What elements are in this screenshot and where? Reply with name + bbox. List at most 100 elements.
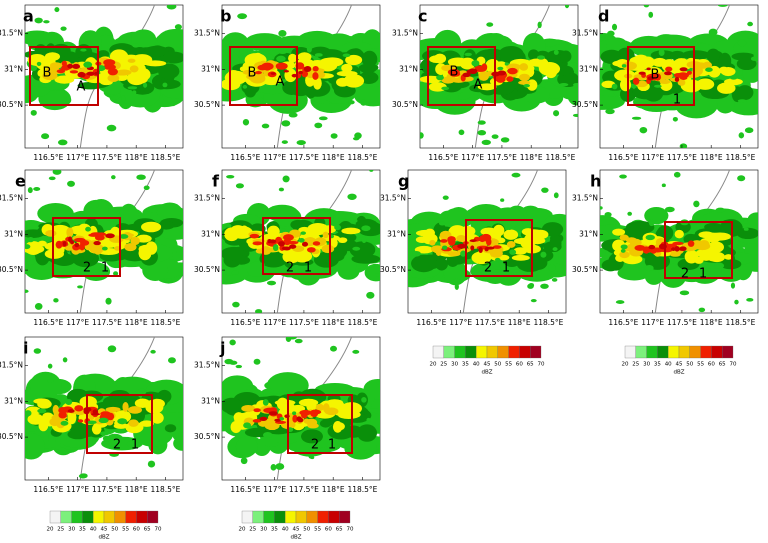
- echo-cell: [681, 50, 711, 60]
- echo-cell: [619, 234, 629, 241]
- x-tick-label: 118°E: [508, 318, 531, 327]
- echo-cell: [607, 30, 615, 37]
- echo-cell: [345, 54, 363, 66]
- echo-cell: [352, 349, 360, 354]
- echo-cell: [310, 409, 319, 418]
- echo-cell: [72, 63, 81, 69]
- echo-cell: [747, 212, 758, 228]
- echo-cell: [724, 254, 733, 260]
- echo-cell: [252, 419, 262, 423]
- echo-cell: [497, 39, 507, 44]
- echo-cell: [107, 345, 117, 353]
- echo-cell: [537, 21, 542, 29]
- panel-letter: f: [212, 172, 220, 191]
- echo-cell: [235, 183, 244, 189]
- echo-cell: [326, 399, 344, 406]
- echo-cell: [553, 192, 559, 199]
- echo-cell: [235, 436, 258, 457]
- x-tick-label: 117.5°E: [667, 153, 697, 162]
- echo-cell: [278, 49, 288, 55]
- echo-cell: [639, 126, 648, 134]
- box-label: 1: [304, 261, 312, 276]
- colorbar-swatch: [432, 345, 444, 359]
- echo-cell: [348, 100, 355, 105]
- box-label: 2: [113, 438, 121, 453]
- radar-echo: [222, 170, 380, 313]
- echo-cell: [518, 73, 530, 82]
- echo-cell: [513, 247, 528, 255]
- echo-cell: [638, 71, 646, 75]
- radar-echo: [600, 170, 758, 313]
- echo-cell: [447, 236, 456, 243]
- colorbar-swatch: [71, 510, 83, 524]
- colorbar-swatch: [624, 345, 636, 359]
- echo-cell: [162, 82, 168, 88]
- echo-cell: [144, 45, 169, 57]
- echo-cell: [237, 13, 248, 20]
- echo-cell: [29, 371, 62, 399]
- echo-cell: [253, 52, 263, 62]
- echo-cell: [62, 241, 67, 247]
- echo-cell: [306, 247, 316, 253]
- x-tick-label: 118°E: [700, 318, 723, 327]
- echo-cell: [429, 239, 436, 246]
- x-tick-label: 118.5°E: [533, 318, 563, 327]
- echo-cell: [475, 65, 484, 72]
- colorbar: 20 25 30 35 40 45 50 55 60 65 70 dBZ: [239, 510, 354, 541]
- echo-cell: [267, 238, 272, 244]
- echo-cell: [25, 244, 31, 250]
- echo-cell: [352, 246, 361, 251]
- echo-cell: [48, 176, 56, 181]
- x-tick-label: 117.5°E: [487, 153, 517, 162]
- x-tick-label: 118°E: [125, 485, 148, 494]
- echo-cell: [366, 417, 371, 423]
- colorbar-tick-label: 25: [632, 362, 639, 368]
- echo-cell: [654, 84, 662, 88]
- echo-cell: [282, 175, 290, 183]
- echo-cell: [485, 246, 495, 250]
- echo-cell: [322, 231, 329, 239]
- x-tick-label: 117°E: [641, 153, 664, 162]
- y-tick-label: 31.5°N: [572, 29, 598, 38]
- echo-cell: [330, 345, 337, 352]
- echo-cell: [229, 225, 247, 238]
- echo-cell: [416, 229, 435, 237]
- echo-cell: [559, 82, 569, 87]
- echo-cell: [78, 473, 87, 479]
- colorbar-tick-label: 20: [622, 362, 629, 368]
- echo-cell: [553, 49, 559, 55]
- focus-box: [427, 46, 496, 106]
- echo-cell: [620, 248, 626, 253]
- x-tick-label: 116.5°E: [33, 318, 63, 327]
- colorbar-tick-label: 55: [122, 527, 129, 533]
- echo-cell: [744, 127, 754, 134]
- echo-cell: [60, 26, 67, 31]
- echo-cell: [294, 338, 303, 344]
- echo-cell: [601, 259, 620, 272]
- x-tick-label: 117.5°E: [289, 153, 319, 162]
- colorbar-swatch: [295, 510, 307, 524]
- echo-cell: [25, 262, 29, 270]
- echo-cell: [242, 118, 250, 126]
- echo-cell: [122, 402, 129, 412]
- echo-cell: [45, 230, 57, 237]
- echo-cell: [438, 221, 446, 226]
- echo-cell: [147, 460, 156, 468]
- echo-cell: [322, 403, 330, 413]
- echo-cell: [357, 424, 378, 442]
- echo-cell: [736, 85, 754, 101]
- echo-cell: [85, 226, 91, 232]
- echo-cell: [278, 29, 287, 37]
- y-tick-label: 31°N: [387, 229, 406, 238]
- echo-cell: [119, 234, 129, 239]
- echo-cell: [291, 73, 298, 78]
- echo-cell: [297, 52, 312, 62]
- colorbar-swatch: [508, 345, 520, 359]
- box-label: 1: [502, 261, 510, 276]
- echo-cell: [478, 246, 483, 253]
- echo-cell: [507, 67, 518, 75]
- box-label: 2: [311, 438, 319, 453]
- colorbar-tick-label: 55: [505, 362, 512, 368]
- echo-cell: [321, 57, 344, 67]
- echo-cell: [306, 46, 312, 53]
